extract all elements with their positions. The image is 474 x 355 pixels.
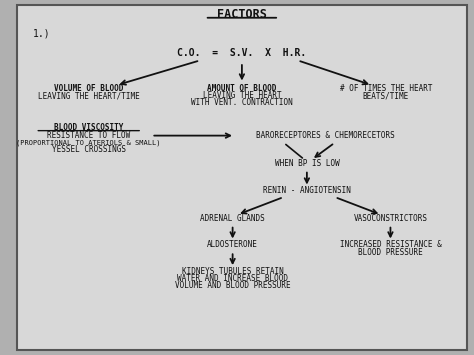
- Text: RENIN - ANGIOTENSIN: RENIN - ANGIOTENSIN: [263, 186, 351, 196]
- Text: VOLUME OF BLOOD: VOLUME OF BLOOD: [54, 84, 123, 93]
- Text: INCREASED RESISTANCE &: INCREASED RESISTANCE &: [339, 240, 441, 250]
- Text: LEAVING THE HEART: LEAVING THE HEART: [202, 91, 281, 100]
- Text: VOLUME AND BLOOD PRESSURE: VOLUME AND BLOOD PRESSURE: [175, 281, 291, 290]
- Text: RESISTANCE TO FLOW: RESISTANCE TO FLOW: [47, 131, 130, 140]
- Text: 1.): 1.): [33, 29, 51, 39]
- Text: (PROPORTIONAL TO ATERIOLS & SMALL): (PROPORTIONAL TO ATERIOLS & SMALL): [17, 140, 161, 146]
- Text: LEAVING THE HEART/TIME: LEAVING THE HEART/TIME: [38, 91, 139, 100]
- Text: ALDOSTERONE: ALDOSTERONE: [207, 240, 258, 250]
- Text: ADRENAL GLANDS: ADRENAL GLANDS: [200, 214, 265, 223]
- FancyBboxPatch shape: [17, 5, 467, 350]
- Text: # OF TIMES THE HEART: # OF TIMES THE HEART: [339, 84, 432, 93]
- Text: WATER AND INCREASE BLOOD: WATER AND INCREASE BLOOD: [177, 274, 288, 283]
- Text: BARORECEPTORES & CHEMORECETORS: BARORECEPTORES & CHEMORECETORS: [256, 131, 395, 140]
- Text: FACTORS: FACTORS: [217, 8, 267, 21]
- Text: BLOOD PRESSURE: BLOOD PRESSURE: [358, 247, 423, 257]
- Text: WHEN BP IS LOW: WHEN BP IS LOW: [274, 159, 339, 168]
- Text: WITH VENT. CONTRACTION: WITH VENT. CONTRACTION: [191, 98, 293, 108]
- Text: C.O.  =  S.V.  X  H.R.: C.O. = S.V. X H.R.: [177, 48, 307, 58]
- Text: AMOUNT OF BLOOD: AMOUNT OF BLOOD: [207, 84, 277, 93]
- Text: BLOOD VISCOSITY: BLOOD VISCOSITY: [54, 123, 123, 132]
- Text: KIDNEYS TUBULES RETAIN: KIDNEYS TUBULES RETAIN: [182, 267, 283, 276]
- Text: VASOCONSTRICTORS: VASOCONSTRICTORS: [354, 214, 428, 223]
- Text: YESSEL CROSSINGS: YESSEL CROSSINGS: [52, 144, 126, 154]
- Text: BEATS/TIME: BEATS/TIME: [363, 91, 409, 100]
